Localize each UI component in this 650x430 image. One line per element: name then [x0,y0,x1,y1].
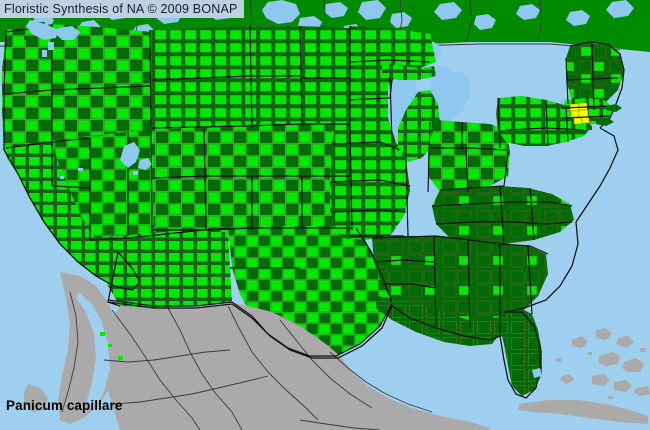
inland-lakes [60,142,542,378]
region-mexico [24,272,490,430]
region-ohio-valley [428,120,510,192]
region-caribbean [518,328,650,424]
species-name-label: Panicum capillare [6,398,123,413]
region-new-england [566,42,624,110]
region-pacific-northwest [2,24,152,162]
region-michigan-upper [382,62,436,80]
national-coastlines [3,29,625,399]
puget-sound-water [26,20,80,57]
mexico-state-lines [61,291,433,430]
region-florida-panhandle [466,316,520,338]
map-title-banner: Floristic Synthesis of NA © 2009 BONAP [0,0,244,18]
region-southwest [96,228,232,308]
region-upper-south [432,186,574,244]
region-upper-midwest [330,26,436,240]
